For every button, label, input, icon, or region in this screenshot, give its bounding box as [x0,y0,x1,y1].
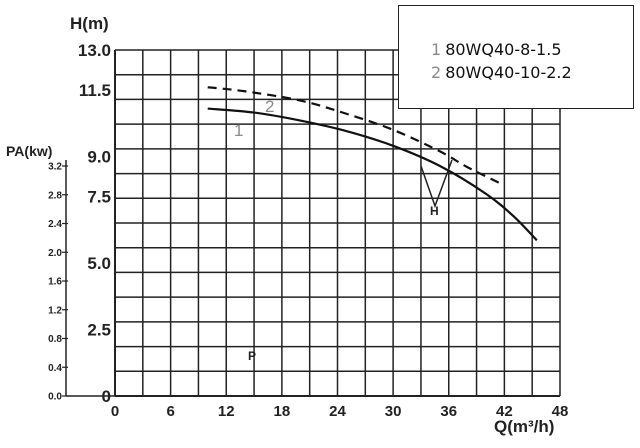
power-tick-label: 3.2 [48,162,62,173]
curve-1-label: 1 [234,121,243,140]
x-tick-label: 42 [496,403,513,420]
y-axis-title: H(m) [70,14,109,33]
x-tick-label: 36 [440,403,457,420]
y-tick-label: 7.5 [87,187,111,206]
y-tick-label: 9.0 [87,147,111,166]
x-axis-title: Q(m³/h) [494,417,554,436]
series-line-1 [207,107,538,242]
x-tick-label: 0 [111,403,119,420]
power-marker-label: P [248,349,256,363]
legend-item-1-number: 1 [431,40,442,59]
power-tick-label: 0.0 [48,392,62,403]
legend-item-1: 1 80WQ40-8-1.5 [431,40,562,59]
y-tick-label: 11.5 [79,81,111,100]
x-tick-label: 24 [329,403,346,420]
legend-item-2: 2 80WQ40-10-2.2 [431,63,572,82]
x-tick-label: 30 [385,403,402,420]
series-line-2 [207,86,501,185]
legend-item-1-text: 80WQ40-8-1.5 [445,40,562,59]
power-tick-label: 0.8 [48,334,62,345]
curve-2-label: 2 [265,97,274,116]
x-tick-label: 6 [166,403,174,420]
performance-curves [207,86,538,242]
y-tick-label: 2.5 [87,320,111,339]
power-tick-label: 2.4 [48,219,62,230]
legend-item-2-number: 2 [431,63,442,82]
power-tick-label: 1.6 [48,277,62,288]
chart-axes: 02.55.07.59.011.513.006121824303642480.0… [48,41,568,420]
x-tick-label: 48 [552,403,569,420]
y-tick-label: 13.0 [78,41,111,60]
legend-box: 1 80WQ40-8-1.5 2 80WQ40-10-2.2 [398,5,634,109]
x-tick-label: 18 [274,403,291,420]
power-axis-title: PA(kw) [6,143,52,159]
power-tick-label: 2.0 [48,248,62,259]
power-tick-label: 1.2 [48,305,62,316]
x-tick-label: 12 [218,403,235,420]
power-tick-label: 2.8 [48,190,62,201]
power-tick-label: 0.4 [48,363,62,374]
head-marker-label: H [430,204,439,218]
y-tick-label: 5.0 [87,254,111,273]
legend-item-2-text: 80WQ40-10-2.2 [445,63,572,82]
head-marker-v [420,159,453,209]
